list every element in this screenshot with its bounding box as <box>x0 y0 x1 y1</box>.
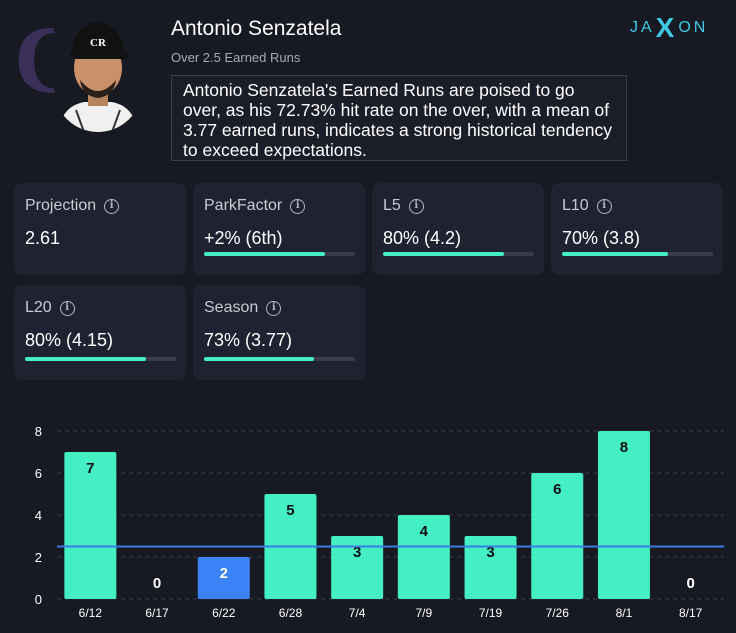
card-title: L20 i <box>25 299 186 317</box>
bar <box>197 557 250 599</box>
progress-fill <box>25 357 146 361</box>
y-tick-label: 8 <box>35 424 42 439</box>
card-title: ParkFactor i <box>204 197 365 215</box>
game-log-chart: 0 2 4 6 8 7 6/12 0 6/17 2 6/22 5 6/28 3 7/4 4 7/9 3 7/19 6 7… <box>35 424 724 620</box>
card-title: L5 i <box>383 197 544 215</box>
card-value: 2.61 <box>25 228 61 248</box>
x-tick-label: 8/17 <box>679 606 703 620</box>
info-icon[interactable]: i <box>290 198 306 214</box>
svg-text:CR: CR <box>90 37 107 49</box>
progress-fill <box>204 252 325 256</box>
card-season[interactable]: Season i 73% (3.77) <box>193 285 365 380</box>
card-title-text: L20 <box>25 299 52 316</box>
data-label: 3 <box>486 544 494 561</box>
brand-logo: JA X ON <box>630 12 709 43</box>
data-label: 0 <box>153 575 161 592</box>
data-label: 2 <box>220 565 228 582</box>
y-tick-label: 4 <box>35 508 42 523</box>
card-title: Season i <box>204 299 365 317</box>
data-label: 0 <box>686 575 694 592</box>
x-tick-label: 6/17 <box>145 606 169 620</box>
x-tick-label: 6/12 <box>79 606 103 620</box>
x-tick-label: 7/26 <box>546 606 570 620</box>
card-l20[interactable]: L20 i 80% (4.15) <box>14 285 186 380</box>
brand-logo-x: X <box>655 12 678 43</box>
card-title: Projection i <box>25 197 186 215</box>
info-icon[interactable]: i <box>596 198 612 214</box>
bar <box>331 536 384 599</box>
analysis-summary: Antonio Senzatela's Earned Runs are pois… <box>171 75 627 161</box>
info-icon[interactable]: i <box>104 198 120 214</box>
card-value: +2% (6th) <box>204 228 283 248</box>
card-title: L10 i <box>562 197 723 215</box>
card-title-text: L5 <box>383 197 401 214</box>
x-tick-label: 7/19 <box>479 606 503 620</box>
info-icon[interactable]: i <box>408 198 424 214</box>
brand-logo-right: ON <box>678 19 709 36</box>
card-title-text: L10 <box>562 197 589 214</box>
y-tick-label: 6 <box>35 466 42 481</box>
card-title-text: Season <box>204 299 259 316</box>
card-l10[interactable]: L10 i 70% (3.8) <box>551 183 723 275</box>
info-icon[interactable]: i <box>59 300 75 316</box>
bar <box>64 452 117 599</box>
bar <box>397 515 450 599</box>
progress-track <box>25 357 176 361</box>
data-label: 4 <box>420 523 429 540</box>
y-tick-label: 0 <box>35 592 42 607</box>
data-label: 8 <box>620 439 628 456</box>
x-tick-label: 7/4 <box>349 606 366 620</box>
progress-fill <box>383 252 504 256</box>
card-value: 80% (4.2) <box>383 228 462 248</box>
progress-fill <box>204 357 315 361</box>
card-value: 70% (3.8) <box>562 228 641 248</box>
brand-logo-left: JA <box>630 19 655 36</box>
bar <box>464 536 517 599</box>
player-name: Antonio Senzatela <box>171 17 342 40</box>
progress-track <box>204 357 355 361</box>
x-tick-label: 7/9 <box>416 606 433 620</box>
market-label: Over 2.5 Earned Runs <box>171 50 301 65</box>
card-parkfactor[interactable]: ParkFactor i +2% (6th) <box>193 183 365 275</box>
x-tick-label: 6/22 <box>212 606 236 620</box>
data-label: 6 <box>553 481 561 498</box>
progress-track <box>383 252 534 256</box>
card-projection[interactable]: Projection i 2.61 <box>14 183 186 275</box>
card-title-text: ParkFactor <box>204 197 283 214</box>
data-label: 7 <box>86 460 94 477</box>
progress-track <box>562 252 713 256</box>
y-tick-label: 2 <box>35 550 42 565</box>
data-label: 5 <box>286 502 294 519</box>
card-value: 80% (4.15) <box>25 330 114 350</box>
x-tick-label: 8/1 <box>616 606 633 620</box>
progress-fill <box>562 252 668 256</box>
data-label: 3 <box>353 544 361 561</box>
x-tick-label: 6/28 <box>279 606 303 620</box>
avatar: CR <box>54 16 142 132</box>
player-avatar-group: CR CR <box>14 10 142 132</box>
card-value: 73% (3.77) <box>204 330 293 350</box>
bar <box>531 473 584 599</box>
progress-track <box>204 252 355 256</box>
info-icon[interactable]: i <box>266 300 282 316</box>
bar <box>597 431 650 599</box>
card-title-text: Projection <box>25 197 97 214</box>
card-l5[interactable]: L5 i 80% (4.2) <box>372 183 544 275</box>
